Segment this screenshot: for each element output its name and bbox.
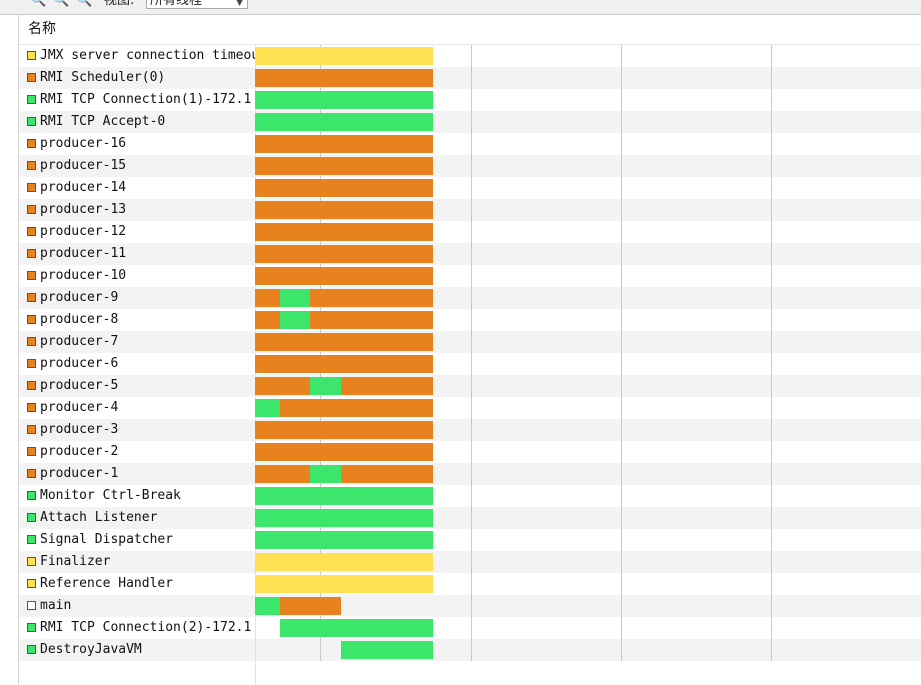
thread-name: producer-6 [40,356,119,371]
thread-row[interactable]: Reference Handler [19,573,921,595]
thread-row[interactable]: producer-6 [19,353,921,375]
thread-name: producer-16 [40,136,127,151]
thread-state-icon [27,337,36,346]
thread-state-icon [27,183,36,192]
thread-row[interactable]: producer-10 [19,265,921,287]
thread-state-icon [27,425,36,434]
thread-name: RMI TCP Connection(1)-172.1 [40,92,252,107]
thread-name: RMI Scheduler(0) [40,70,166,85]
thread-row[interactable]: RMI Scheduler(0) [19,67,921,89]
thread-name: DestroyJavaVM [40,642,142,657]
chevron-down-icon: ▼ [236,0,243,8]
thread-name: Monitor Ctrl-Break [40,488,181,503]
thread-name: producer-8 [40,312,119,327]
thread-name: producer-3 [40,422,119,437]
thread-state-icon [27,205,36,214]
header-separator [19,44,921,45]
thread-state-icon [27,535,36,544]
thread-name: producer-11 [40,246,127,261]
thread-row[interactable]: RMI TCP Connection(2)-172.1 [19,617,921,639]
thread-state-icon [27,601,36,610]
thread-state-icon [27,51,36,60]
thread-state-icon [27,645,36,654]
thread-row[interactable]: producer-12 [19,221,921,243]
thread-name: JMX server connection timeout [40,48,255,63]
thread-state-icon [27,557,36,566]
thread-row[interactable]: producer-5 [19,375,921,397]
thread-state-icon [27,513,36,522]
thread-row[interactable]: producer-16 [19,133,921,155]
thread-name: producer-4 [40,400,119,415]
zoom-out-icon[interactable]: 🔍 [53,0,70,8]
view-label: 视图: [104,0,135,8]
thread-row[interactable]: producer-3 [19,419,921,441]
thread-name: producer-13 [40,202,127,217]
thread-list: JMX server connection timeout RMI Schedul… [19,45,921,661]
thread-state-icon [27,95,36,104]
zoom-fit-icon[interactable]: 🔍 [76,0,93,8]
thread-state-icon [27,403,36,412]
thread-row[interactable]: Monitor Ctrl-Break [19,485,921,507]
view-select[interactable]: 所有线程 ▼ [146,0,248,9]
thread-row[interactable]: producer-2 [19,441,921,463]
thread-state-icon [27,139,36,148]
name-column-header[interactable]: 名称 [28,21,56,37]
thread-state-icon [27,249,36,258]
panel-border [18,15,19,685]
thread-state-icon [27,359,36,368]
thread-row[interactable]: producer-9 [19,287,921,309]
thread-name: producer-14 [40,180,127,195]
thread-name: producer-7 [40,334,119,349]
thread-state-icon [27,117,36,126]
thread-row[interactable]: producer-8 [19,309,921,331]
thread-state-icon [27,73,36,82]
thread-state-icon [27,315,36,324]
thread-name: producer-10 [40,268,127,283]
view-select-value: 所有线程 [150,0,203,8]
thread-row[interactable]: RMI TCP Connection(1)-172.1 [19,89,921,111]
thread-name: producer-1 [40,466,119,481]
thread-state-icon [27,623,36,632]
thread-row[interactable]: JMX server connection timeout [19,45,921,67]
thread-row[interactable]: RMI TCP Accept-0 [19,111,921,133]
thread-name: RMI TCP Connection(2)-172.1 [40,620,252,635]
thread-row[interactable]: Signal Dispatcher [19,529,921,551]
thread-name: producer-12 [40,224,127,239]
thread-row[interactable]: producer-7 [19,331,921,353]
thread-state-icon [27,293,36,302]
thread-name: producer-15 [40,158,127,173]
thread-row[interactable]: producer-11 [19,243,921,265]
thread-row[interactable]: Finalizer [19,551,921,573]
thread-state-icon [27,271,36,280]
toolbar: 🔍 🔍 🔍 视图: 所有线程 ▼ [0,0,921,15]
zoom-in-icon[interactable]: 🔍 [30,0,47,8]
thread-state-icon [27,447,36,456]
thread-name: producer-5 [40,378,119,393]
thread-name: Reference Handler [40,576,174,591]
thread-row[interactable]: producer-13 [19,199,921,221]
thread-row[interactable]: producer-4 [19,397,921,419]
thread-name: Signal Dispatcher [40,532,174,547]
thread-row[interactable]: Attach Listener [19,507,921,529]
thread-state-icon [27,381,36,390]
thread-state-icon [27,469,36,478]
thread-row[interactable]: producer-15 [19,155,921,177]
thread-row[interactable]: main [19,595,921,617]
thread-name: Attach Listener [40,510,158,525]
thread-name: RMI TCP Accept-0 [40,114,166,129]
thread-name: producer-2 [40,444,119,459]
thread-row[interactable]: producer-14 [19,177,921,199]
thread-name: main [40,598,72,613]
thread-state-icon [27,161,36,170]
thread-name: Finalizer [40,554,111,569]
thread-state-icon [27,579,36,588]
thread-name: producer-9 [40,290,119,305]
thread-state-icon [27,227,36,236]
thread-state-icon [27,491,36,500]
thread-row[interactable]: producer-1 [19,463,921,485]
thread-row[interactable]: DestroyJavaVM [19,639,921,661]
